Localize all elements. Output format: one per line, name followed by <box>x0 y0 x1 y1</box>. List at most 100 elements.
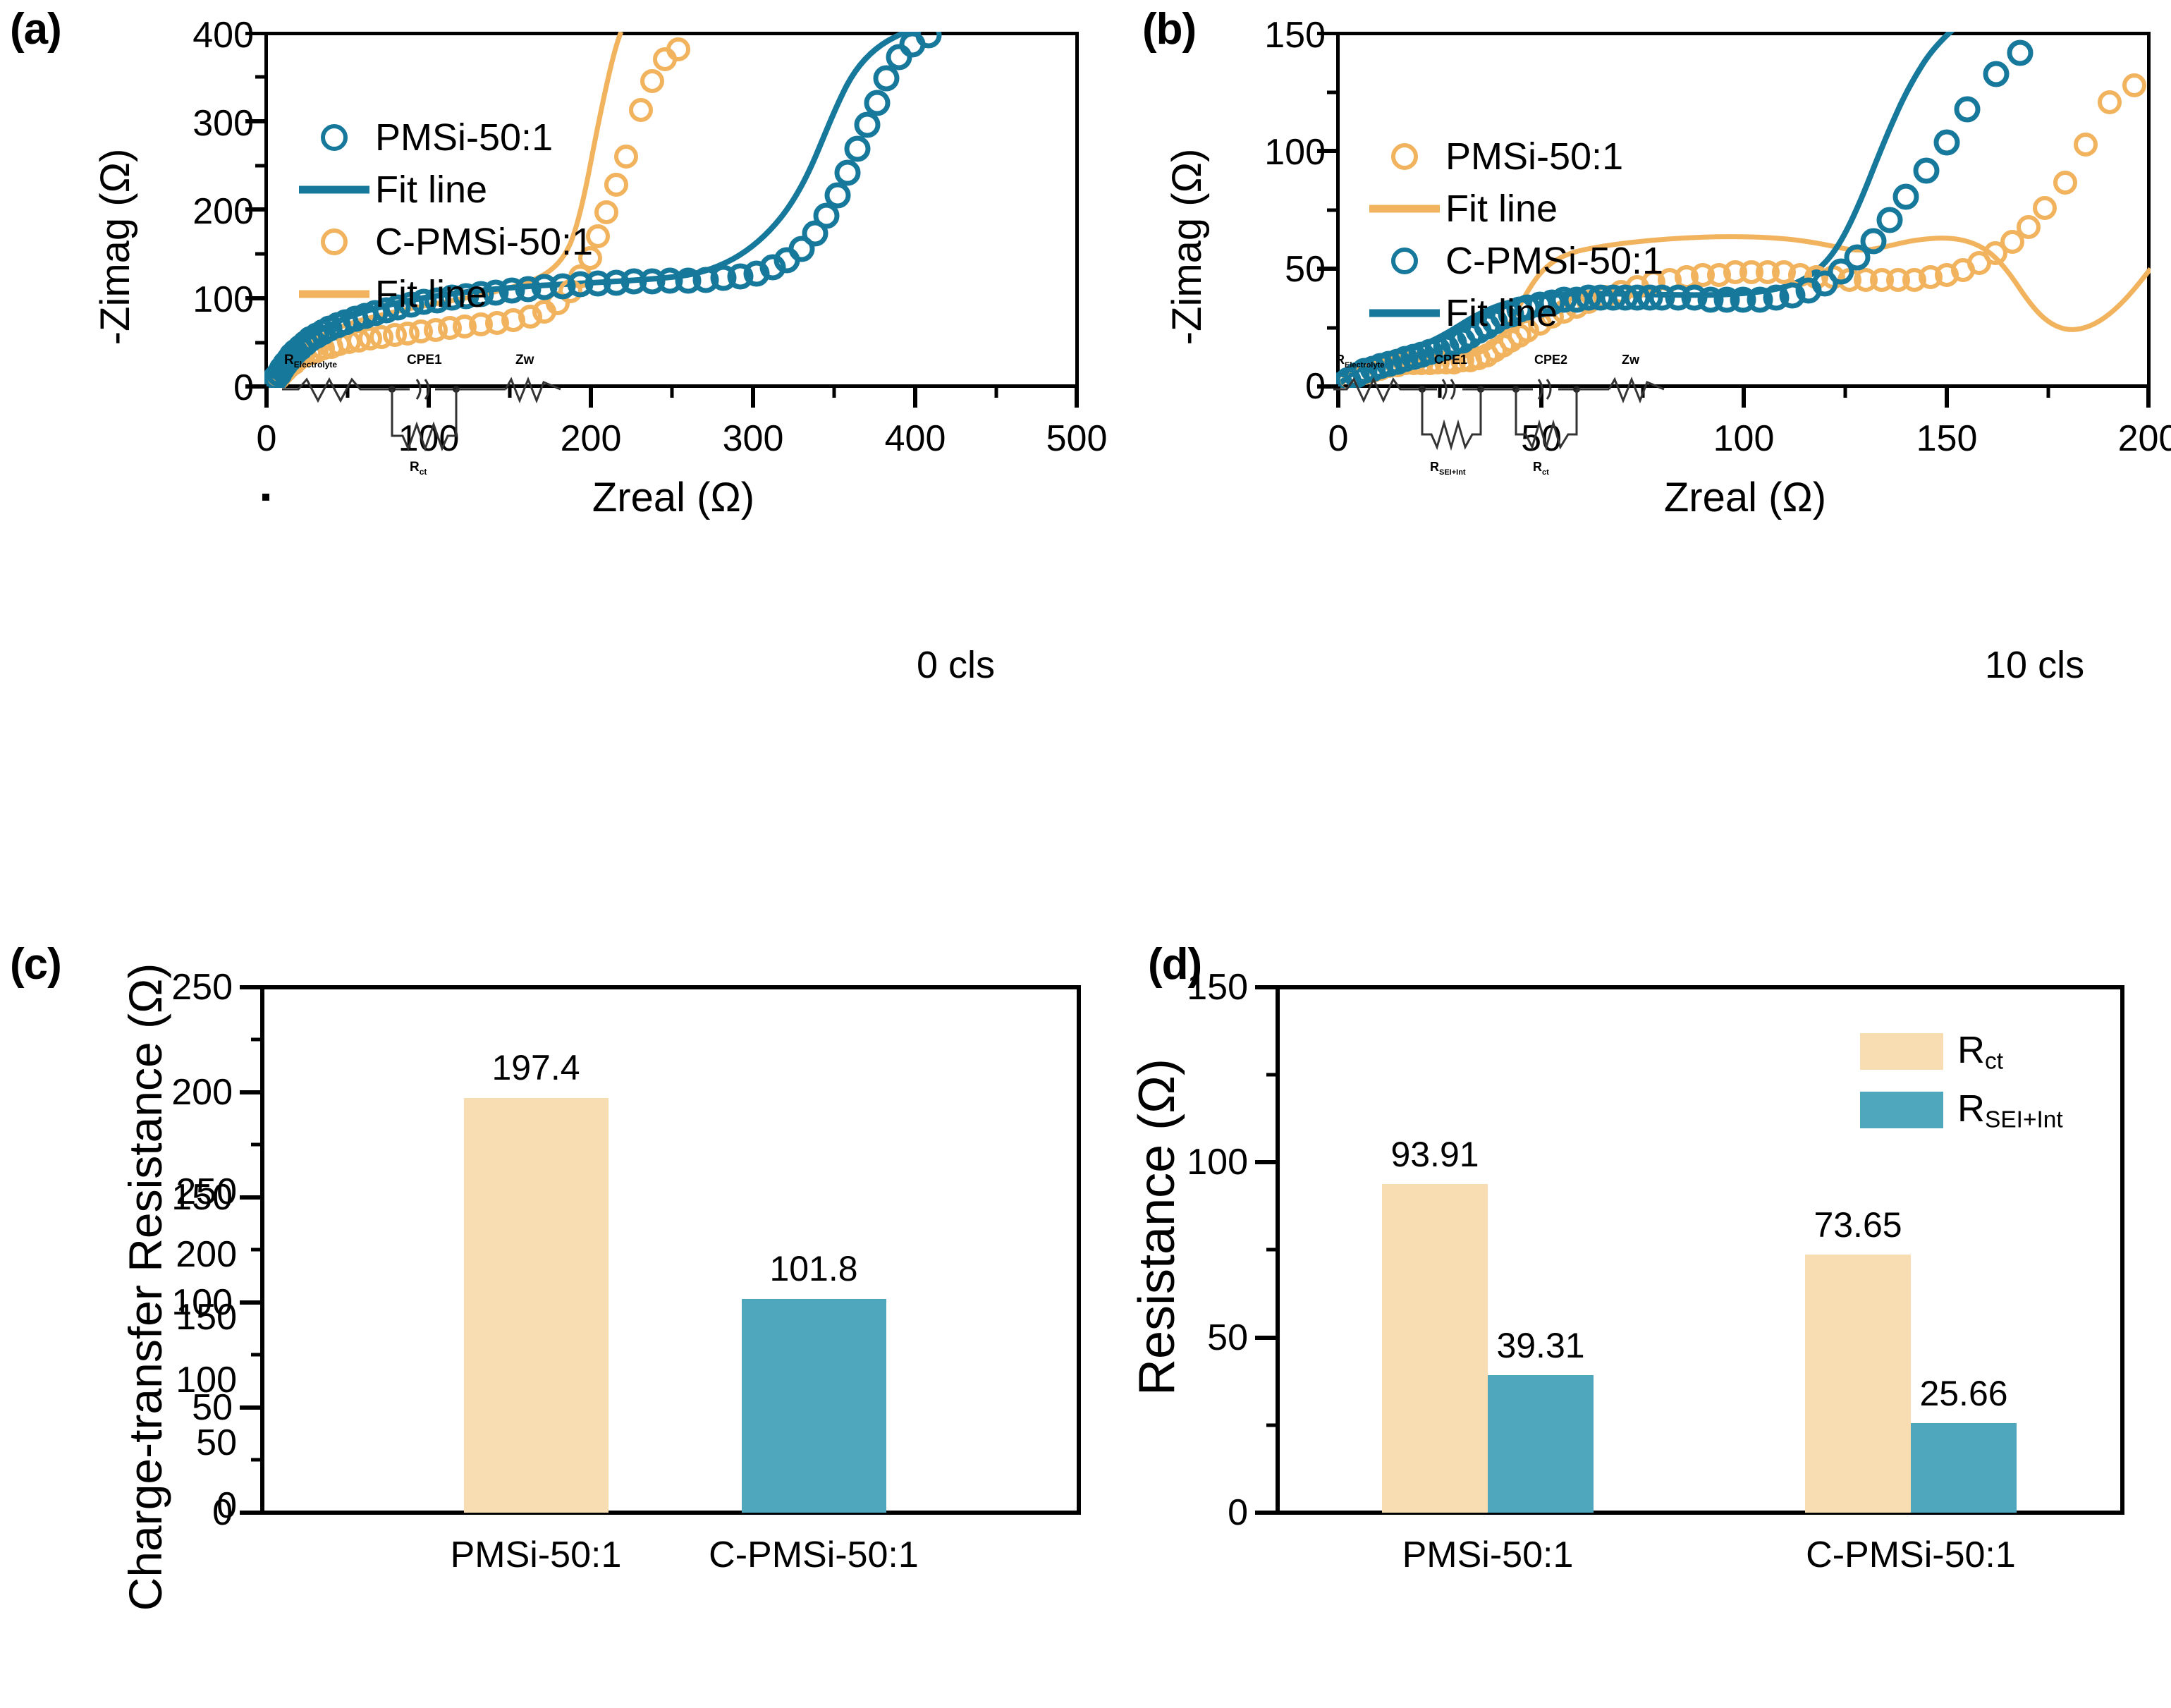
circuit-label-rct: Rct <box>410 460 427 477</box>
circuit-label-cpe1: CPE1 <box>407 353 442 367</box>
panel-c-ylabel-100: 100 <box>171 1282 233 1323</box>
panel-c-ytick-50: 50 <box>196 1422 237 1463</box>
panel-a-xtick-300: 300 <box>722 418 784 459</box>
legend-label: Fit line <box>375 273 488 315</box>
circuit-label-cpe1: CPE1 <box>1434 353 1467 367</box>
panel-c-tag: (c) <box>10 940 62 989</box>
bar-cpmsi-rct <box>1805 1255 1911 1513</box>
panel-a-tag: (a) <box>10 5 62 54</box>
cat-label-cpmsi: C-PMSi-50:1 <box>1806 1535 2016 1575</box>
line-swatch-icon <box>296 288 372 300</box>
panel-b-legend: PMSi-50:1 Fit line C-PMSi-50:1 Fit line <box>1366 130 1663 339</box>
panel-b-tag: (b) <box>1142 5 1197 54</box>
panel-d-tag: (d) <box>1148 940 1202 989</box>
line-swatch-icon <box>1366 202 1443 215</box>
circuit-label-cpe2: CPE2 <box>1534 353 1567 367</box>
panel-c-plot-area <box>262 494 269 501</box>
panel-b-ytick-150: 150 <box>1264 15 1326 56</box>
panel-a-y-ticks <box>245 32 267 389</box>
cat-label-pmsi: PMSi-50:1 <box>450 1535 622 1575</box>
panel-c: (c) Charge-transfer Resistance (Ω) 250 2… <box>0 494 1086 1708</box>
panel-b-ytick-50: 50 <box>1285 249 1326 290</box>
color-swatch-rct <box>1860 1033 1943 1070</box>
panel-c-ylabel-150: 150 <box>171 1177 233 1218</box>
circuit-label-rct: Rct <box>1533 460 1549 477</box>
line-swatch-icon <box>1366 307 1443 319</box>
legend-label-rct: Rct <box>1957 1029 2004 1075</box>
panel-c-ytick-0: 0 <box>216 1485 237 1526</box>
legend-item-cpmsi: C-PMSi-50:1 <box>1366 235 1663 287</box>
panel-a-ytick-0: 0 <box>233 367 254 408</box>
bar-cpmsi <box>742 1299 886 1513</box>
circuit-label-rsei: RSEI+Int <box>1430 460 1466 477</box>
line-swatch-icon <box>296 183 372 196</box>
panel-b-xtick-100: 100 <box>1713 418 1775 459</box>
legend-label: C-PMSi-50:1 <box>1445 240 1664 282</box>
color-swatch-rsei <box>1860 1092 1943 1129</box>
circuit-resistor-rct <box>1515 389 1578 451</box>
panel-a-xtick-0: 0 <box>256 418 277 459</box>
panel-a-xlabel: Zreal (Ω) <box>592 475 755 520</box>
legend-item-rct: Rct <box>1860 1028 2063 1075</box>
panel-b-y-ticks <box>1317 32 1338 389</box>
legend-item-cpmsi-fit: Fit line <box>296 268 593 320</box>
open-circle-icon <box>296 122 372 153</box>
panel-c-canvas <box>0 874 1086 1708</box>
panel-a-cycle-note: 0 cls <box>917 644 996 686</box>
panel-b-xlabel: Zreal (Ω) <box>1663 475 1827 520</box>
panel-d-ylabel-150: 150 <box>1187 967 1248 1008</box>
legend-label: PMSi-50:1 <box>1445 135 1624 178</box>
bar-value-cpmsi-rsei: 25.66 <box>1919 1374 2008 1413</box>
panel-c-ylabel-0: 0 <box>212 1492 233 1533</box>
panel-a-xtick-200: 200 <box>560 418 622 459</box>
panel-b: (b) 150 100 50 0 -Zimag (Ω) <box>1086 0 2171 874</box>
panel-a-ytick-200: 200 <box>192 191 254 232</box>
panel-b-points-cpmsi <box>1336 39 2034 388</box>
panel-a-ytick-400: 400 <box>192 15 254 56</box>
legend-label: Fit line <box>375 169 488 211</box>
bar-value-pmsi-rct: 93.91 <box>1390 1135 1479 1174</box>
legend-item-cpmsi: C-PMSi-50:1 <box>296 216 593 268</box>
open-circle-icon <box>296 226 372 257</box>
circuit-label-zw: Zw <box>515 353 534 367</box>
panel-c-ytick-200: 200 <box>176 1234 237 1275</box>
panel-a-ytick-300: 300 <box>192 103 254 144</box>
circuit-label-r-electrolyte: RElectrolyte <box>1335 353 1384 370</box>
panel-a-ylabel: -Zimag (Ω) <box>92 148 138 346</box>
circuit-cpe1 <box>1421 379 1481 400</box>
panel-d-ylabel-0: 0 <box>1228 1492 1248 1533</box>
panel-a-circuit-inset: RElectrolyte CPE1 Zw Rct <box>279 346 575 480</box>
legend-item-rsei: RSEI+Int <box>1860 1087 2063 1134</box>
cat-label-pmsi: PMSi-50:1 <box>1402 1535 1574 1575</box>
panel-a: (a) 400 300 200 100 0 -Zimag (Ω) <box>0 0 1107 874</box>
circuit-warburg-zw <box>504 376 561 404</box>
bar-value-pmsi-rsei: 39.31 <box>1496 1326 1585 1365</box>
circuit-label-zw: Zw <box>1622 353 1640 367</box>
panel-b-ytick-0: 0 <box>1305 366 1326 407</box>
panel-c-ylabel-200: 200 <box>171 1072 233 1113</box>
panel-c-ytick-100: 100 <box>176 1360 237 1401</box>
legend-label: PMSi-50:1 <box>375 116 554 159</box>
panel-d-canvas <box>1086 874 2171 1708</box>
panel-b-xtick-0: 0 <box>1328 418 1349 459</box>
legend-item-pmsi: PMSi-50:1 <box>296 111 593 164</box>
panel-b-xtick-150: 150 <box>1916 418 1978 459</box>
legend-label-rsei: RSEI+Int <box>1957 1087 2063 1133</box>
panel-d-ylabel-50: 50 <box>1207 1317 1248 1358</box>
circuit-resistor-electrolyte <box>282 377 391 403</box>
panel-d: (d) Resistance (Ω) <box>1086 874 2171 1708</box>
circuit-warburg-zw <box>1608 376 1665 404</box>
panel-d-svg <box>1255 985 2124 1515</box>
panel-a-ytick-100: 100 <box>192 279 254 320</box>
panel-c-ylabel-50: 50 <box>192 1387 233 1428</box>
panel-b-circuit-inset: RElectrolyte CPE1 CPE2 Zw RSEI+Int Rct <box>1331 346 1684 480</box>
legend-item-pmsi: PMSi-50:1 <box>1366 130 1663 183</box>
legend-label: Fit line <box>1445 292 1558 334</box>
bar-pmsi-rct <box>1382 1184 1488 1513</box>
panel-b-svg <box>1336 32 2151 388</box>
circuit-cpe2 <box>1516 379 1577 400</box>
panel-b-ylabel: -Zimag (Ω) <box>1164 148 1210 346</box>
open-circle-icon <box>1366 141 1443 172</box>
bar-pmsi <box>464 1098 609 1513</box>
